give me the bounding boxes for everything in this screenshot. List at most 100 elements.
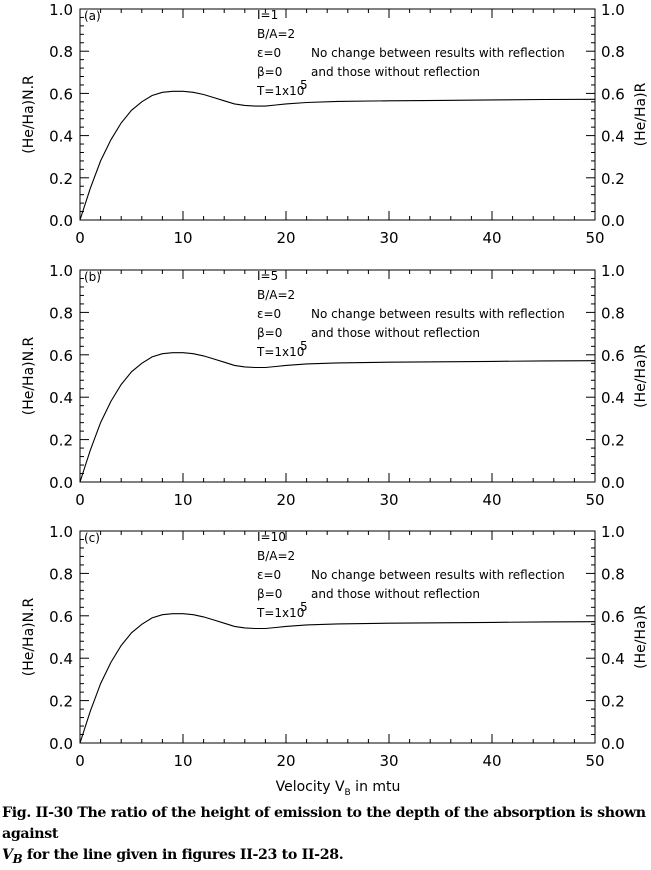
annotation-beta: β=0 — [257, 326, 282, 340]
annotation-note-line2: and those without reflection — [311, 65, 480, 79]
x-axis-title: Velocity VB in mtu — [276, 779, 401, 798]
caption-lead: Fig. II-30 The ratio of the height of em… — [2, 805, 646, 842]
annotation-temperature: T=1x10 — [256, 345, 304, 359]
annotation-note-line1: No change between results with reflectio… — [311, 46, 565, 60]
panel-tag: (c) — [84, 531, 100, 545]
caption-variable: VB — [2, 847, 23, 866]
x-tick-label: 40 — [482, 491, 501, 509]
y-tick-label-right: 1.0 — [601, 262, 625, 280]
y-tick-label-right: 0.4 — [601, 128, 625, 146]
annotation-note-line2: and those without reflection — [311, 326, 480, 340]
annotation-epsilon: ε=0 — [257, 46, 281, 60]
y-tick-label-right: 0.2 — [601, 170, 625, 188]
y-tick-label-right: 0.6 — [601, 85, 625, 103]
annotation-temperature-exponent: 5 — [300, 339, 308, 353]
annotation-beta: β=0 — [257, 587, 282, 601]
y-tick-label-right: 0.0 — [601, 474, 625, 492]
x-tick-label: 0 — [75, 752, 85, 770]
y-tick-label-right: 1.0 — [601, 523, 625, 541]
x-tick-label: 20 — [276, 491, 295, 509]
y-axis-title-left: (He/Ha)N.R — [21, 75, 37, 154]
y-tick-label-right: 0.6 — [601, 347, 625, 365]
annotation-temperature-exponent: 5 — [300, 600, 308, 614]
y-tick-label-left: 0.6 — [49, 85, 73, 103]
chart-panel-3: 0 10 20 30 40 500.0 0.00.2 0.20.4 0.40.6 0.60.8 0.… — [21, 523, 649, 798]
x-tick-label: 20 — [276, 229, 295, 247]
y-tick-label-left: 0.2 — [49, 170, 73, 188]
y-tick-label-right: 0.2 — [601, 693, 625, 711]
annotation-epsilon: ε=0 — [257, 307, 281, 321]
data-series-line — [79, 90, 596, 221]
y-tick-label-left: 0.2 — [49, 432, 73, 450]
x-tick-label: 50 — [585, 752, 604, 770]
y-tick-label-right: 0.6 — [601, 608, 625, 626]
x-tick-label: 10 — [173, 752, 192, 770]
y-axis-title-left: (He/Ha)N.R — [21, 597, 37, 676]
annotation-ba: B/A=2 — [257, 549, 295, 563]
y-tick-label-left: 1.0 — [49, 523, 73, 541]
annotation-ba: B/A=2 — [257, 288, 295, 302]
annotation-temperature: T=1x10 — [256, 606, 304, 620]
annotation-note-line2: and those without reflection — [311, 587, 480, 601]
y-axis-title-left: (He/Ha)N.R — [21, 336, 37, 415]
y-tick-label-left: 0.8 — [49, 565, 73, 583]
y-tick-label-left: 0.6 — [49, 347, 73, 365]
x-tick-label: 30 — [379, 491, 398, 509]
annotation-i: I=5 — [257, 269, 278, 283]
figure-caption: Fig. II-30 The ratio of the height of em… — [2, 803, 650, 870]
annotation-temperature-exponent: 5 — [300, 78, 308, 92]
y-tick-label-right: 0.2 — [601, 432, 625, 450]
y-tick-label-left: 0.0 — [49, 212, 73, 230]
annotation-i: I=10 — [257, 530, 286, 544]
panel-tag: (b) — [84, 270, 101, 284]
x-tick-label: 30 — [379, 229, 398, 247]
x-tick-label: 40 — [482, 229, 501, 247]
y-tick-label-left: 0.6 — [49, 608, 73, 626]
plot-frame — [79, 530, 596, 744]
x-tick-label: 30 — [379, 752, 398, 770]
figure: 0 10 20 30 40 500.0 0.00.2 0.20.4 0.40.6 0.60.8 0.… — [21, 1, 649, 798]
y-tick-label-left: 0.0 — [49, 735, 73, 753]
y-tick-label-right: 0.8 — [601, 304, 625, 322]
chart-panel-1: 0 10 20 30 40 500.0 0.00.2 0.20.4 0.40.6 0.60.8 0.… — [21, 1, 649, 247]
x-tick-label: 0 — [75, 229, 85, 247]
x-tick-label: 50 — [585, 491, 604, 509]
y-tick-label-left: 0.4 — [49, 650, 73, 668]
x-tick-label: 0 — [75, 491, 85, 509]
y-tick-label-left: 1.0 — [49, 1, 73, 19]
annotation-note-line1: No change between results with reflectio… — [311, 307, 565, 321]
y-axis-title-right: (He/Ha)R — [633, 82, 649, 146]
chart-panel-2: 0 10 20 30 40 500.0 0.00.2 0.20.4 0.40.6 0.60.8 0.… — [21, 262, 649, 509]
annotation-beta: β=0 — [257, 65, 282, 79]
data-series-line — [79, 352, 596, 483]
y-axis-title-right: (He/Ha)R — [633, 605, 649, 669]
annotation-note-line1: No change between results with reflectio… — [311, 568, 565, 582]
y-tick-label-right: 0.4 — [601, 650, 625, 668]
data-series-line — [79, 613, 596, 744]
y-tick-label-left: 0.2 — [49, 693, 73, 711]
y-tick-label-left: 0.0 — [49, 474, 73, 492]
y-axis-title-right: (He/Ha)R — [633, 344, 649, 408]
x-tick-label: 10 — [173, 491, 192, 509]
y-tick-label-left: 0.8 — [49, 304, 73, 322]
annotation-ba: B/A=2 — [257, 27, 295, 41]
y-tick-label-left: 1.0 — [49, 262, 73, 280]
x-tick-label: 20 — [276, 752, 295, 770]
annotation-epsilon: ε=0 — [257, 568, 281, 582]
y-tick-label-left: 0.4 — [49, 389, 73, 407]
x-tick-label: 50 — [585, 229, 604, 247]
y-tick-label-right: 1.0 — [601, 1, 625, 19]
annotation-i: I=1 — [257, 8, 278, 22]
y-tick-label-right: 0.8 — [601, 565, 625, 583]
x-tick-label: 10 — [173, 229, 192, 247]
y-tick-label-left: 0.4 — [49, 128, 73, 146]
y-tick-label-right: 0.0 — [601, 212, 625, 230]
y-tick-label-right: 0.4 — [601, 389, 625, 407]
x-tick-label: 40 — [482, 752, 501, 770]
caption-tail: for the line given in figures II-23 to I… — [22, 847, 344, 863]
plot-frame — [79, 269, 596, 483]
y-tick-label-right: 0.0 — [601, 735, 625, 753]
annotation-temperature: T=1x10 — [256, 84, 304, 98]
plot-frame — [79, 8, 596, 221]
y-tick-label-right: 0.8 — [601, 43, 625, 61]
